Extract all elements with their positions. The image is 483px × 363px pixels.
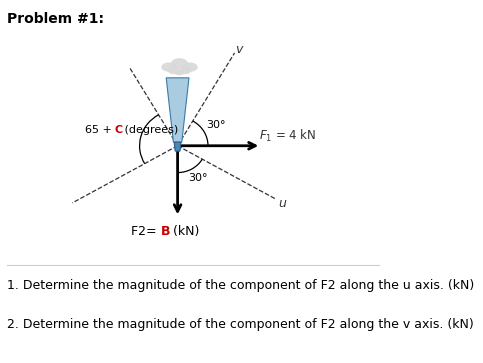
Text: u: u (278, 197, 286, 210)
Text: 30°: 30° (188, 173, 207, 183)
Ellipse shape (168, 67, 180, 74)
Polygon shape (166, 78, 189, 142)
Text: v: v (236, 43, 243, 56)
Ellipse shape (161, 62, 176, 72)
Ellipse shape (179, 67, 191, 74)
Text: 2. Determine the magnitude of the component of F2 along the v axis. (kN): 2. Determine the magnitude of the compon… (7, 318, 474, 331)
Polygon shape (174, 142, 181, 151)
Text: (degrees): (degrees) (121, 125, 178, 135)
Text: Problem #1:: Problem #1: (7, 12, 104, 26)
Ellipse shape (175, 70, 184, 76)
Ellipse shape (183, 62, 198, 72)
Text: C: C (115, 125, 123, 135)
Text: 65 +: 65 + (85, 125, 115, 135)
Text: F2=: F2= (131, 225, 160, 238)
Ellipse shape (171, 58, 188, 69)
Text: 1. Determine the magnitude of the component of F2 along the u axis. (kN): 1. Determine the magnitude of the compon… (7, 279, 475, 291)
Text: B: B (160, 225, 170, 238)
Text: (kN): (kN) (169, 225, 199, 238)
Text: 30°: 30° (206, 120, 225, 130)
Text: $F_1$ = 4 kN: $F_1$ = 4 kN (259, 128, 316, 144)
